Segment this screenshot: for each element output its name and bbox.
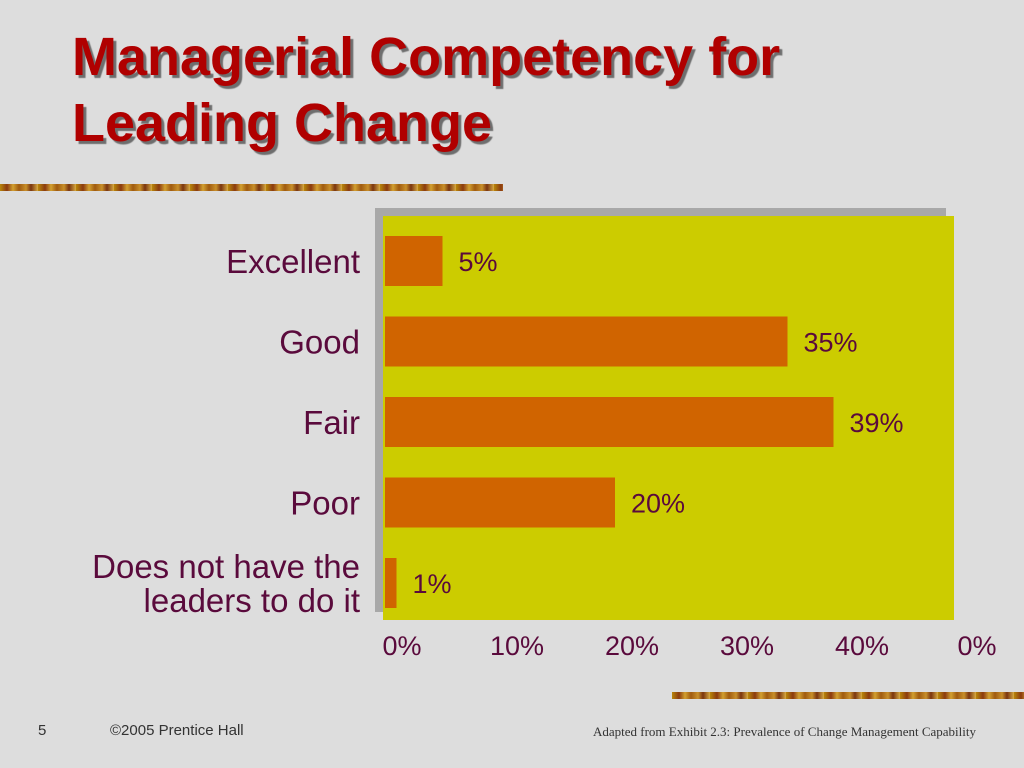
data-label-1: 5% xyxy=(459,247,498,277)
category-label-5-line-2: leaders to do it xyxy=(144,582,360,619)
data-label-4: 20% xyxy=(631,489,685,519)
x-tick-label-2: 10% xyxy=(490,631,544,661)
slide-title-line-2: Leading Change xyxy=(72,93,493,153)
data-label-2: 35% xyxy=(804,328,858,358)
slide-title-line-1: Managerial Competency for xyxy=(72,27,781,87)
source-note: Adapted from Exhibit 2.3: Prevalence of … xyxy=(592,724,976,739)
bar-1 xyxy=(385,236,443,286)
bar-5 xyxy=(385,558,397,608)
x-tick-label-5: 40% xyxy=(835,631,889,661)
category-label-5-line-1: Does not have the xyxy=(92,548,360,585)
x-tick-label-1: 0% xyxy=(382,631,421,661)
bar-3 xyxy=(385,397,834,447)
x-tick-label-6: 0% xyxy=(957,631,996,661)
slide-title: Managerial Competency for Leading Change xyxy=(72,24,780,156)
page-number: 5 xyxy=(38,722,47,739)
category-label-2: Good xyxy=(279,324,360,361)
category-label-3: Fair xyxy=(303,404,360,441)
x-tick-label-4: 30% xyxy=(720,631,774,661)
footer-divider xyxy=(672,692,1024,699)
x-tick-label-3: 20% xyxy=(605,631,659,661)
category-label-4: Poor xyxy=(290,485,360,522)
bar-4 xyxy=(385,477,615,528)
bar-2 xyxy=(385,316,788,367)
category-label-1: Excellent xyxy=(226,243,360,280)
title-divider xyxy=(0,184,503,191)
copyright-text: ©2005 Prentice Hall xyxy=(110,722,244,739)
data-label-5: 1% xyxy=(413,569,452,599)
data-label-3: 39% xyxy=(850,408,904,438)
